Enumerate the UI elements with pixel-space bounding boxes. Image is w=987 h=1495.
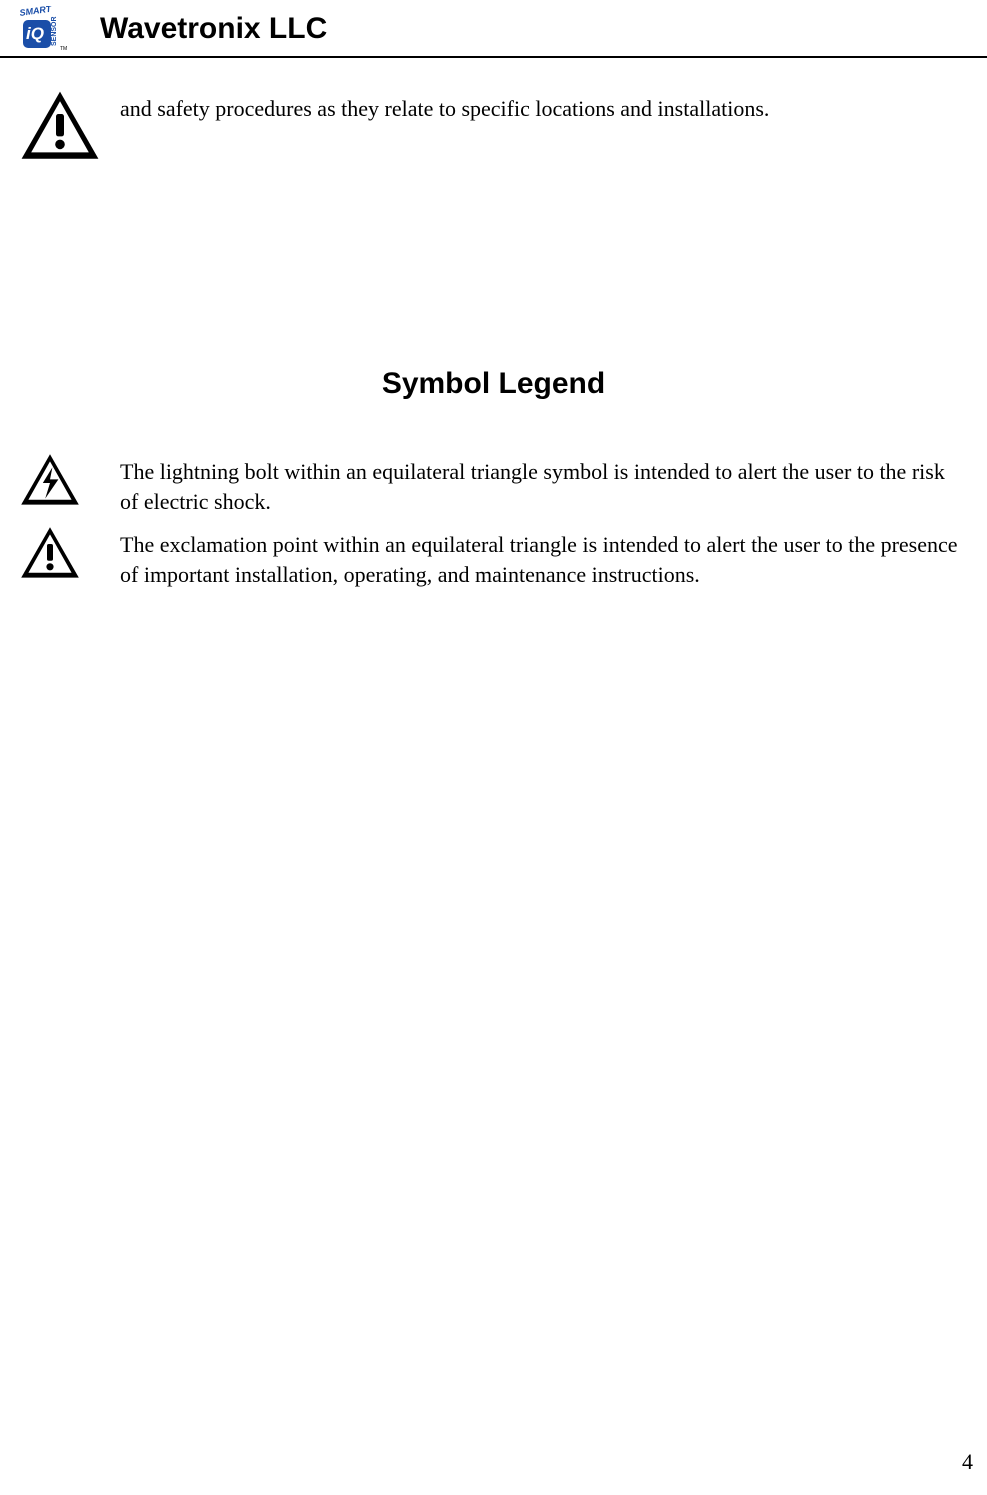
logo-word-smart: SMART xyxy=(20,6,53,18)
logo-word-sensor: SENSOR xyxy=(51,16,58,46)
legend-icon-col-lightning xyxy=(20,451,120,512)
company-name: Wavetronix LLC xyxy=(100,12,327,46)
exclamation-triangle-icon xyxy=(20,90,100,162)
legend-text-lightning: The lightning bolt within an equilateral… xyxy=(120,451,967,516)
intro-row: and safety procedures as they relate to … xyxy=(20,88,967,167)
lightning-triangle-icon xyxy=(20,453,80,507)
logo-tm: TM xyxy=(60,46,67,52)
legend-text-exclamation: The exclamation point within an equilate… xyxy=(120,524,967,589)
page-number: 4 xyxy=(962,1449,973,1475)
page-content: and safety procedures as they relate to … xyxy=(0,58,987,590)
logo-iq: iQ xyxy=(26,24,44,43)
legend-icon-col-exclamation xyxy=(20,524,120,585)
company-logo: SMART iQ SENSOR TM xyxy=(20,6,70,52)
legend-row-lightning: The lightning bolt within an equilateral… xyxy=(20,451,967,516)
page-header: SMART iQ SENSOR TM Wavetronix LLC xyxy=(0,0,987,58)
legend-heading: Symbol Legend xyxy=(20,367,967,401)
intro-text: and safety procedures as they relate to … xyxy=(120,88,967,124)
intro-icon-col xyxy=(20,88,120,167)
exclamation-triangle-icon xyxy=(20,526,80,580)
legend-row-exclamation: The exclamation point within an equilate… xyxy=(20,524,967,589)
